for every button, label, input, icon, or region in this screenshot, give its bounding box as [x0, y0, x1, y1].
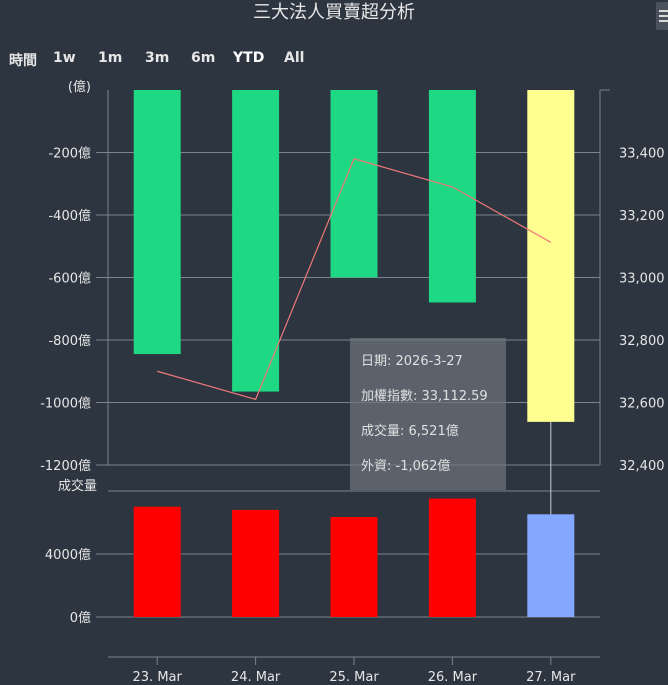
- y-unit-label: (億): [68, 79, 91, 95]
- tooltip-date: 日期: 2026-3-27: [361, 354, 463, 369]
- x-tick-label: 24. Mar: [231, 670, 281, 685]
- y-tick-label: -1000億: [40, 396, 91, 412]
- y-tick-label: -1200億: [40, 458, 91, 474]
- range-button-1w[interactable]: 1w: [53, 50, 76, 66]
- axes: -200億 -400億 -600億 -800億 -1000億 -1200億 (億) 33,40…: [40, 79, 664, 685]
- y-tick-label: -200億: [48, 146, 91, 162]
- range-button-1m[interactable]: 1m: [98, 50, 123, 66]
- index-line-layer: [157, 158, 552, 401]
- volume-bar: [428, 498, 476, 617]
- volume-bar: [133, 506, 181, 617]
- x-tick-label: 25. Mar: [329, 670, 379, 685]
- range-selector-label: 時間: [9, 53, 37, 69]
- foreign-bar: [133, 90, 181, 355]
- menu-line-icon: [659, 10, 668, 12]
- x-tick-label: 26. Mar: [428, 670, 478, 685]
- volume-bar: [527, 514, 575, 617]
- secondary-y-tick-label: 33,200: [619, 209, 665, 224]
- range-button-6m[interactable]: 6m: [191, 50, 216, 66]
- secondary-y-tick-label: 33,400: [619, 147, 665, 162]
- x-tick-label: 27. Mar: [526, 670, 576, 685]
- tooltip-box: [350, 338, 506, 490]
- foreign-bar: [527, 90, 575, 422]
- index-line: [157, 158, 552, 401]
- volume-bars: [133, 498, 575, 617]
- volume-bar: [232, 509, 280, 617]
- secondary-y-tick-label: 32,800: [619, 334, 665, 349]
- volume-panel-title: 成交量: [58, 478, 97, 494]
- range-button-all[interactable]: All: [284, 50, 305, 66]
- volume-bar: [330, 516, 378, 617]
- foreign-bars: [133, 90, 575, 422]
- secondary-y-tick-label: 32,400: [619, 459, 665, 474]
- tooltip: 日期: 2026-3-27 加權指數: 33,112.59 成交量: 6,521億外…: [350, 338, 506, 490]
- x-tick-label: 23. Mar: [133, 670, 183, 685]
- menu-line-icon: [659, 20, 668, 22]
- secondary-y-tick-label: 32,600: [619, 397, 665, 412]
- secondary-y-tick-label: 33,000: [619, 272, 665, 287]
- chart-menu-button[interactable]: [656, 2, 668, 30]
- foreign-bar: [330, 90, 378, 278]
- range-button-ytd[interactable]: YTD: [233, 50, 265, 66]
- volume-y-tick-label: 4000億: [45, 547, 91, 563]
- volume-y-tick-label: 0億: [70, 610, 91, 626]
- tooltip-index: 加權指數: 33,112.59: [361, 389, 488, 404]
- foreign-bar: [232, 90, 280, 392]
- menu-line-icon: [659, 15, 668, 17]
- y-tick-label: -800億: [48, 333, 91, 349]
- chart-title: 三大法人買賣超分析: [253, 2, 415, 23]
- y-tick-label: -400億: [48, 208, 91, 224]
- tooltip-foreign: 外資: -1,062億: [361, 458, 450, 474]
- y-tick-label: -600億: [48, 271, 91, 287]
- range-button-3m[interactable]: 3m: [145, 50, 170, 66]
- tooltip-volume: 成交量: 6,521億: [361, 423, 459, 439]
